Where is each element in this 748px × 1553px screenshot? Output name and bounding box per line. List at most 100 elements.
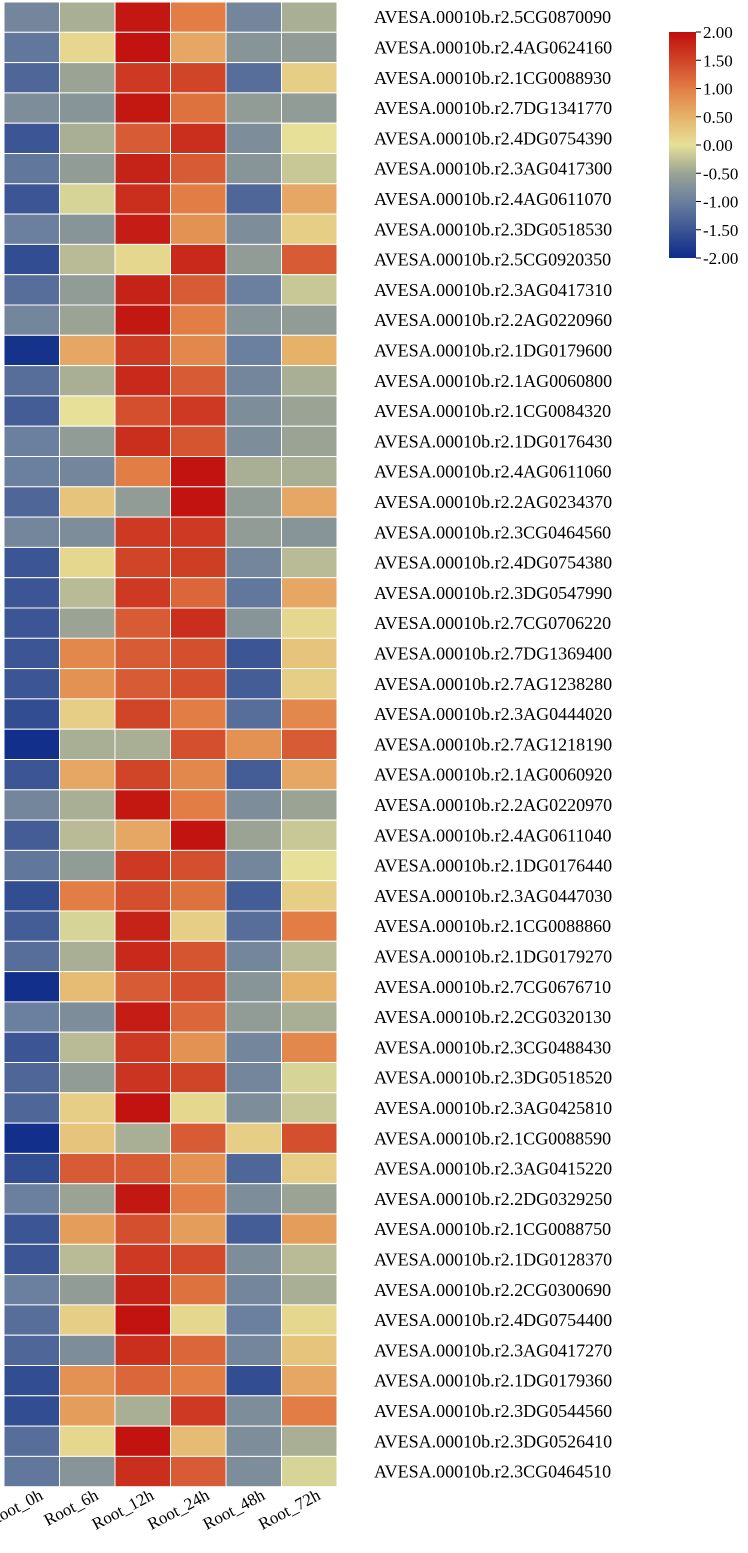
heatmap-cell <box>281 31 338 64</box>
heatmap-cell <box>114 1425 171 1457</box>
heatmap-cell <box>3 1122 60 1154</box>
heatmap-cell <box>59 243 116 276</box>
heatmap-cell <box>281 849 338 882</box>
row-label: AVESA.00010b.r2.1AG0060800 <box>374 371 612 391</box>
heatmap-cell <box>281 607 338 639</box>
heatmap-cell <box>114 1152 171 1185</box>
heatmap-cell <box>170 183 227 215</box>
heatmap-cell <box>3 304 60 336</box>
heatmap-cell <box>281 425 338 458</box>
heatmap-cell <box>3 1274 60 1306</box>
row-label: AVESA.00010b.r2.1DG0179270 <box>374 946 612 966</box>
heatmap-cell <box>3 577 60 609</box>
heatmap-cell <box>281 819 338 851</box>
heatmap-cell <box>281 365 338 397</box>
heatmap-cell <box>3 425 60 458</box>
heatmap-cell <box>281 880 338 912</box>
heatmap-cell <box>3 183 60 215</box>
heatmap-cell <box>281 1365 338 1397</box>
heatmap-cell <box>281 1152 338 1185</box>
heatmap-cell <box>225 243 282 276</box>
heatmap-cell <box>170 1425 227 1457</box>
heatmap-cell <box>3 92 60 124</box>
heatmap-cell <box>225 880 282 912</box>
heatmap-cell <box>225 153 282 185</box>
heatmap-cell <box>3 607 60 639</box>
row-label: AVESA.00010b.r2.7DG1341770 <box>374 98 612 118</box>
heatmap-cell <box>3 1062 60 1094</box>
heatmap-cell <box>170 1092 227 1124</box>
heatmap-cell <box>3 1425 60 1457</box>
heatmap-cell <box>59 819 116 851</box>
row-label: AVESA.00010b.r2.5CG0870090 <box>374 7 611 27</box>
heatmap-cell <box>225 1425 282 1457</box>
row-label: AVESA.00010b.r2.2AG0234370 <box>374 492 612 512</box>
heatmap-cell <box>59 213 116 245</box>
heatmap-cell <box>59 1455 116 1488</box>
heatmap-cell <box>59 637 116 670</box>
heatmap-cell <box>59 789 116 821</box>
heatmap-cell <box>3 1213 60 1245</box>
row-label: AVESA.00010b.r2.1CG0084320 <box>374 401 611 421</box>
row-label: AVESA.00010b.r2.2DG0329250 <box>374 1189 612 1209</box>
row-label: AVESA.00010b.r2.1CG0088860 <box>374 916 611 936</box>
colorbar-tick-label: -1.50 <box>703 221 738 240</box>
heatmap-cell <box>3 668 60 700</box>
heatmap-cell <box>59 31 116 64</box>
heatmap-cell <box>281 668 338 700</box>
heatmap-cell <box>3 728 60 761</box>
heatmap-cell <box>170 31 227 64</box>
heatmap-cell <box>114 1334 171 1366</box>
row-label: AVESA.00010b.r2.3DG0526410 <box>374 1431 612 1451</box>
heatmap-cells <box>3 1 338 1488</box>
heatmap-cell <box>114 274 171 306</box>
heatmap-cell <box>225 577 282 609</box>
heatmap-cell <box>114 759 171 791</box>
heatmap-cell <box>3 1455 60 1488</box>
row-label: AVESA.00010b.r2.4DG0754380 <box>374 553 612 573</box>
heatmap-cell <box>281 1304 338 1336</box>
heatmap-cell <box>170 153 227 185</box>
heatmap-cell <box>114 62 171 94</box>
heatmap-cell <box>59 395 116 427</box>
heatmap-cell <box>3 274 60 306</box>
row-label: AVESA.00010b.r2.4DG0754390 <box>374 128 612 148</box>
heatmap-cell <box>281 759 338 791</box>
heatmap-cell <box>225 668 282 700</box>
heatmap-cell <box>225 759 282 791</box>
heatmap-cell <box>225 849 282 882</box>
heatmap-cell <box>59 274 116 306</box>
row-label: AVESA.00010b.r2.2CG0300690 <box>374 1280 611 1300</box>
heatmap-cell <box>114 1122 171 1154</box>
row-label: AVESA.00010b.r2.3AG0447030 <box>374 886 612 906</box>
heatmap-cell <box>59 425 116 458</box>
heatmap-cell <box>281 698 338 730</box>
row-label: AVESA.00010b.r2.3AG0417270 <box>374 1340 612 1360</box>
colorbar-tick-label: 0.50 <box>703 108 733 127</box>
heatmap-cell <box>114 1304 171 1336</box>
colorbar-tick-label: 1.00 <box>703 80 733 99</box>
heatmap-cell <box>59 1031 116 1063</box>
heatmap-cell <box>59 1395 116 1427</box>
row-label: AVESA.00010b.r2.3CG0464510 <box>374 1462 611 1482</box>
column-label: Root_0h <box>0 1485 46 1530</box>
heatmap-cell <box>225 1062 282 1094</box>
column-labels: Root_0hRoot_6hRoot_12hRoot_24hRoot_48hRo… <box>0 1485 324 1533</box>
heatmap-cell <box>281 243 338 276</box>
heatmap-cell <box>114 1031 171 1063</box>
heatmap-cell <box>59 546 116 579</box>
heatmap-cell <box>170 516 227 548</box>
heatmap-cell <box>59 728 116 761</box>
heatmap-cell <box>170 486 227 518</box>
heatmap-cell <box>114 789 171 821</box>
heatmap-cell <box>114 849 171 882</box>
heatmap-cell <box>281 1001 338 1033</box>
heatmap-cell <box>225 1 282 33</box>
heatmap-cell <box>225 425 282 458</box>
row-label: AVESA.00010b.r2.1DG0128370 <box>374 1249 612 1269</box>
heatmap-cell <box>225 910 282 942</box>
heatmap-cell <box>225 395 282 427</box>
heatmap-cell <box>281 486 338 518</box>
heatmap-cell <box>281 395 338 427</box>
heatmap-cell <box>225 819 282 851</box>
